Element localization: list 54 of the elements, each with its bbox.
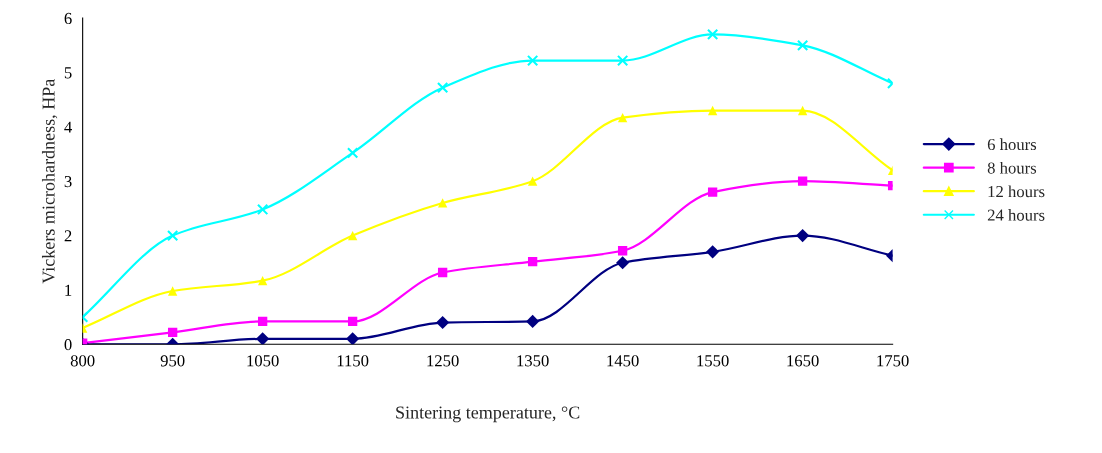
- x-tick-label: 800: [70, 355, 95, 367]
- point: [797, 176, 808, 186]
- y-tick-label: 1: [65, 284, 72, 296]
- legend-label: 6 hours: [987, 138, 1037, 151]
- x-tick-label: 950: [160, 355, 185, 367]
- point: [796, 39, 809, 51]
- legend-label: 8 hours: [987, 161, 1037, 174]
- point: [167, 286, 178, 296]
- x-tick-label: 1550: [697, 355, 729, 367]
- y-axis-title: Vickers microhardness, HPa: [41, 78, 58, 284]
- point: [796, 228, 810, 243]
- point: [706, 28, 719, 41]
- point: [706, 245, 720, 259]
- x-tick-label: 1350: [517, 355, 549, 367]
- legend-label: 24 hours: [987, 209, 1045, 221]
- point: [166, 229, 179, 242]
- y-tick-label: 4: [64, 121, 72, 133]
- point: [436, 315, 450, 330]
- point: [617, 112, 628, 123]
- point: [437, 198, 448, 208]
- x-tick-label: 1150: [337, 355, 369, 367]
- point: [617, 246, 628, 256]
- x-axis-title: Sintering temperature, °C: [396, 406, 580, 423]
- x-tick-label: 1750: [877, 355, 909, 367]
- y-tick-label: 0: [64, 338, 72, 351]
- point: [347, 316, 358, 327]
- point: [526, 54, 539, 67]
- y-tick-label: 2: [64, 230, 72, 242]
- point: [707, 187, 718, 197]
- point: [346, 147, 359, 159]
- point: [167, 327, 178, 337]
- point: [257, 276, 268, 286]
- y-tick-label: 3: [64, 175, 72, 188]
- point: [616, 256, 630, 270]
- x-tick-label: 1650: [787, 355, 819, 367]
- point: [527, 176, 538, 186]
- point: [346, 332, 360, 345]
- point: [797, 105, 808, 116]
- x-tick-label: 1450: [607, 355, 639, 367]
- point: [527, 256, 538, 267]
- point: [257, 316, 268, 327]
- y-tick-label: 5: [64, 67, 72, 79]
- legend-label: 12 hours: [988, 185, 1045, 198]
- point: [256, 332, 270, 345]
- point: [707, 105, 718, 116]
- x-tick-label: 1050: [247, 355, 279, 367]
- point: [256, 203, 269, 216]
- point: [436, 82, 449, 94]
- y-tick-label: 6: [64, 12, 72, 25]
- point: [526, 314, 540, 329]
- point: [616, 54, 629, 67]
- point: [437, 267, 448, 278]
- x-tick-label: 1250: [427, 355, 459, 367]
- point: [347, 230, 358, 241]
